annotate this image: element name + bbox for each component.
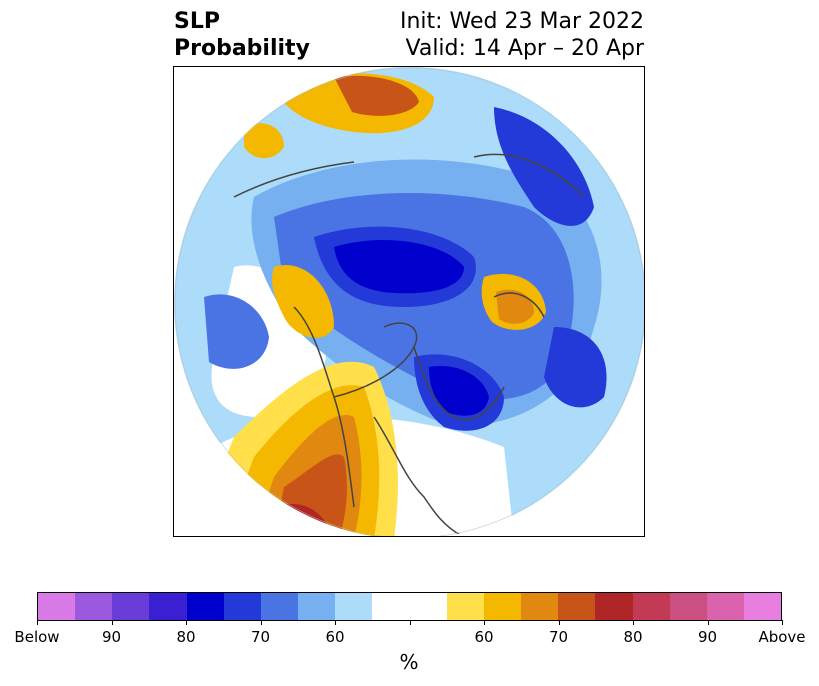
colorbar-tick-label: 90 [101,628,122,646]
colorbar-segment [483,593,522,620]
colorbar-segment [149,593,187,620]
colorbar-tick-label: Below [14,628,60,646]
colorbar-tick [558,620,560,625]
colorbar-tick [37,620,38,625]
colorbar-segment [706,593,744,620]
above-70-kamchatka [244,123,284,159]
colorbar-tick-label: 90 [697,628,718,646]
colorbar [37,592,782,621]
colorbar-tick [782,620,783,625]
colorbar-unit: % [399,650,419,674]
above-70-alaska-gulf [272,265,334,338]
below-80-atlantic [544,327,607,408]
colorbar-segment [298,593,336,620]
coastlines [233,153,585,536]
colorbar-tick [707,620,709,625]
colorbar-segment [446,593,484,620]
colorbar-tick-label: 80 [176,628,196,646]
colorbar-tick-label: 70 [548,628,569,646]
colorbar-tick [633,620,634,625]
valid-range: Valid: 14 Apr – 20 Apr [405,36,645,61]
colorbar-segment [595,593,633,620]
map-svg [174,67,644,536]
colorbar-segment [186,593,224,620]
colorbar-tick-label: 80 [623,628,643,646]
colorbar-segment [632,593,670,620]
below-70-pacific [204,294,269,369]
colorbar-segment [669,593,707,620]
colorbar-tick [335,620,336,625]
colorbar-tick-label: 70 [250,628,271,646]
colorbar-tick-label: 60 [474,628,494,646]
below-90-greenland [429,366,489,416]
colorbar-tick [111,620,113,625]
chart-title: SLP Probability [174,8,310,62]
colorbar-tick [409,620,411,625]
colorbar-segment [409,593,447,620]
colorbar-tick-label: 60 [325,628,345,646]
colorbar-segment [558,593,596,620]
colorbar-segment [260,593,299,620]
above-80-east-siberia [334,75,419,116]
title-line-2: Probability [174,36,310,61]
colorbar-segment [521,593,559,620]
colorbar-segment [38,593,76,620]
probability-map [173,66,645,537]
colorbar-tick [186,620,187,625]
colorbar-tick-label: Above [758,628,806,646]
title-line-1: SLP [174,9,220,34]
colorbar-segment [372,593,410,620]
colorbar-segment [112,593,150,620]
colorbar-tick [484,620,485,625]
colorbar-segment [335,593,373,620]
below-90-canada [334,239,464,294]
init-date: Init: Wed 23 Mar 2022 [399,9,644,34]
colorbar-segment [743,593,782,620]
colorbar-tick [260,620,262,625]
colorbar-segment [75,593,113,620]
colorbar-segment [223,593,261,620]
forecast-dates: Init: Wed 23 Mar 2022 Valid: 14 Apr – 20… [400,8,644,62]
above-80-scandinavia [496,289,534,324]
